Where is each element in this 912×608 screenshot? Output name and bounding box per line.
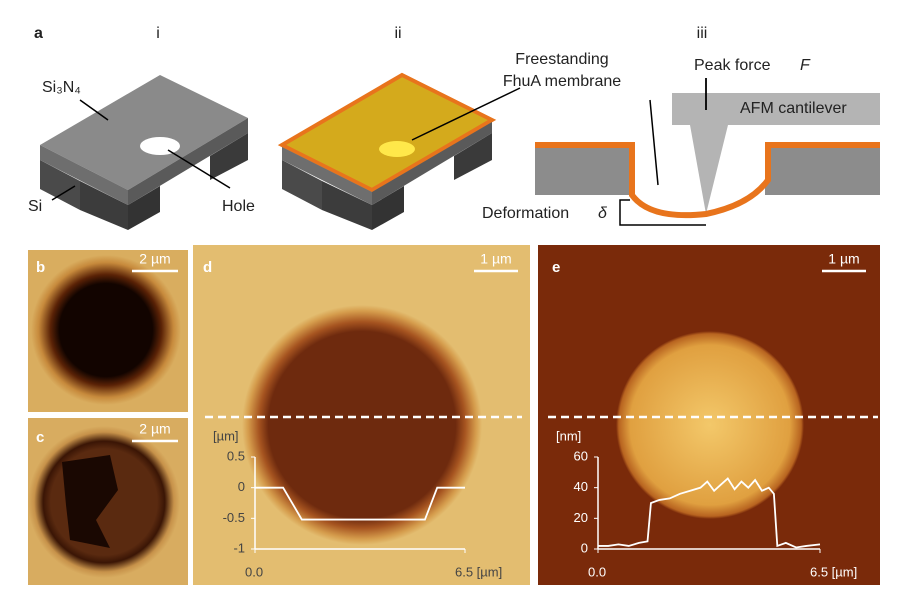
panel-c: c 2 µm — [28, 418, 188, 585]
panel-label: c — [36, 429, 44, 446]
membrane-label: Freestanding — [515, 51, 608, 68]
panel-label: a — [34, 25, 43, 42]
arrow — [51, 185, 76, 201]
panel-b: b 2 µm — [28, 250, 188, 412]
substrate — [765, 145, 880, 195]
chip-leg — [128, 186, 160, 230]
x-tick-label: 0.0 — [588, 564, 606, 579]
cantilever — [672, 93, 880, 214]
hole-image — [242, 305, 482, 545]
membrane — [379, 141, 415, 157]
force-symbol: F — [800, 57, 811, 74]
y-unit: [nm] — [556, 428, 581, 443]
y-tick-label: 0.5 — [227, 448, 245, 463]
panel-d: d 1 µm — [193, 245, 530, 585]
y-tick-label: 0 — [238, 479, 245, 494]
chip-side — [372, 122, 492, 205]
panel-label: b — [36, 259, 45, 276]
substrate — [535, 145, 635, 195]
panel-label: d — [203, 259, 212, 276]
step-label: i — [156, 25, 160, 42]
step-label: ii — [394, 25, 401, 42]
chip-leg — [282, 160, 322, 210]
y-tick-label: -1 — [233, 540, 245, 555]
deformation-symbol: δ — [598, 205, 608, 222]
x-tick-label: 6.5 [µm] — [810, 564, 857, 579]
scale-bar-label: 1 µm — [480, 251, 511, 267]
step-label: iii — [697, 25, 708, 42]
membrane-label: FhuA membrane — [503, 73, 621, 90]
chip-side — [40, 145, 128, 205]
hole-label: Hole — [222, 198, 255, 215]
scale-bar-label: 2 µm — [139, 251, 170, 267]
membrane-image — [616, 331, 804, 519]
chip-leg — [454, 133, 492, 180]
arrow — [649, 99, 659, 186]
material-label: Si₃N₄ — [42, 79, 81, 96]
panel-a: a i ii iii Si₃N₄ Si Hole Freestanding Fh… — [28, 25, 880, 230]
membrane-section — [535, 142, 880, 219]
torn-membrane — [62, 455, 118, 548]
material-label: Si — [28, 198, 42, 215]
arrow — [79, 99, 109, 121]
deformation-label: Deformation — [482, 205, 569, 222]
y-unit: [µm] — [213, 428, 239, 443]
chip-leg — [210, 133, 248, 180]
x-tick-label: 6.5 [µm] — [455, 564, 502, 579]
cantilever-label: AFM cantilever — [740, 100, 847, 117]
y-tick-label: 60 — [574, 448, 588, 463]
hole-image — [31, 255, 181, 405]
panel-e: e 1 µm — [538, 245, 880, 585]
chip-leg — [322, 181, 372, 230]
arrow — [167, 149, 231, 189]
profile-curve — [255, 486, 465, 521]
y-tick-label: 0 — [581, 540, 588, 555]
profile-curve — [598, 477, 821, 549]
scale-bar-label: 2 µm — [139, 421, 170, 437]
chip-top — [40, 75, 248, 190]
chip-leg — [80, 181, 128, 230]
scale-bar-label: 1 µm — [828, 251, 859, 267]
y-tick-label: 20 — [574, 510, 588, 525]
chip-side — [282, 147, 372, 205]
arrow — [411, 87, 521, 141]
force-label: Peak force — [694, 57, 771, 74]
chip-top — [277, 72, 497, 193]
y-tick-label: -0.5 — [223, 510, 245, 525]
panel-label: e — [552, 259, 560, 276]
y-tick-label: 40 — [574, 479, 588, 494]
x-tick-label: 0.0 — [245, 564, 263, 579]
chip-leg — [40, 160, 80, 210]
hole — [140, 137, 180, 155]
bracket — [619, 199, 706, 226]
chip-leg — [372, 186, 404, 230]
